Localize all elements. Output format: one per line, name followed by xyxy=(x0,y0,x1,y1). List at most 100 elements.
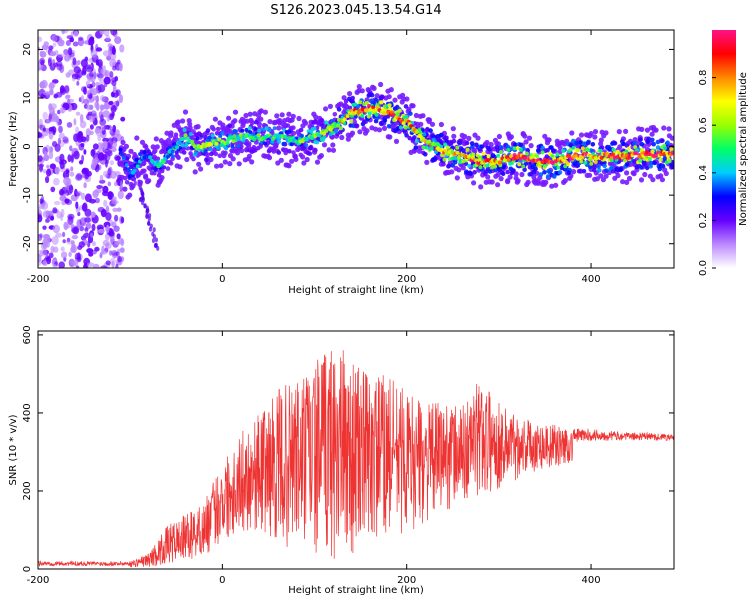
ridge-cell xyxy=(569,130,575,136)
noise-blob xyxy=(45,176,50,184)
noise-blob xyxy=(42,91,51,96)
ridge-cell xyxy=(521,164,526,169)
noise-blob xyxy=(59,195,67,202)
ridge-cell xyxy=(248,130,253,135)
ridge-cell xyxy=(620,179,626,185)
ridge-cell xyxy=(303,120,309,126)
ridge-cell xyxy=(544,154,550,159)
ridge-cell xyxy=(214,131,220,136)
spectrogram-y-ticks: 20 10 0 -10 -20 xyxy=(22,43,674,252)
noise-blob xyxy=(90,49,98,58)
noise-blob xyxy=(56,54,63,62)
ridge-cell xyxy=(592,129,599,135)
ridge-cell xyxy=(276,125,282,131)
noise-blob xyxy=(119,62,123,72)
ridge-cell xyxy=(635,140,641,146)
ridge-cell xyxy=(524,151,529,156)
noise-blob xyxy=(67,213,75,220)
ridge-cell xyxy=(238,119,243,124)
branch-blob xyxy=(147,216,151,222)
noise-blob xyxy=(111,80,117,87)
ridge-cell xyxy=(578,140,584,145)
noise-blob xyxy=(102,110,110,118)
snr-y-label: SNR (10 * v/v) xyxy=(8,414,19,485)
ridge-cell xyxy=(452,160,458,165)
ridge-cell xyxy=(475,135,481,141)
ridge-cell xyxy=(332,112,338,117)
x-tick-label: 400 xyxy=(581,575,600,586)
branch-blob xyxy=(154,237,158,243)
noise-blob xyxy=(111,47,116,55)
noise-blob xyxy=(52,129,56,136)
colorbar-tick-label: 0.8 xyxy=(698,70,709,86)
ridge-cell xyxy=(171,154,175,159)
noise-blob xyxy=(48,150,54,160)
noise-blob xyxy=(73,118,77,126)
noise-blob xyxy=(76,81,80,86)
ridge-cell xyxy=(177,140,182,145)
ridge-cell xyxy=(205,128,211,133)
ridge-cell xyxy=(550,161,555,165)
noise-blob xyxy=(38,46,41,52)
ridge-cell xyxy=(545,147,550,153)
noise-blob xyxy=(112,65,117,71)
ridge-cell xyxy=(329,119,334,123)
y-tick-label: 10 xyxy=(22,92,33,105)
ridge-cell xyxy=(198,166,204,172)
noise-blob xyxy=(109,71,114,78)
ridge-cell xyxy=(543,179,549,185)
ridge-cell xyxy=(535,154,540,159)
ridge-cell xyxy=(484,139,490,146)
noise-blob xyxy=(73,150,80,160)
noise-blob xyxy=(38,132,43,138)
noise-blob xyxy=(115,263,119,268)
ridge-cell xyxy=(632,140,637,146)
ridge-cell xyxy=(576,148,580,153)
noise-blob xyxy=(119,44,125,53)
ridge-cell xyxy=(141,160,147,166)
noise-blob xyxy=(46,119,50,124)
ridge-cell xyxy=(380,94,385,100)
noise-blob xyxy=(64,95,70,100)
noise-blob xyxy=(73,30,79,37)
noise-blob xyxy=(78,36,84,41)
noise-blob xyxy=(99,118,107,127)
ridge-cell xyxy=(469,141,475,146)
ridge-cell xyxy=(445,145,450,150)
noise-blob xyxy=(106,205,109,213)
ridge-cell xyxy=(199,133,204,138)
ridge-cell xyxy=(427,139,432,144)
x-tick-label: 0 xyxy=(219,274,225,285)
ridge-cell xyxy=(616,129,622,135)
noise-blob xyxy=(44,151,48,158)
ridge-cell xyxy=(182,128,187,132)
ridge-cell xyxy=(312,126,317,131)
ridge-cell xyxy=(243,112,249,119)
noise-blob xyxy=(104,37,111,43)
ridge-cell xyxy=(592,134,598,140)
ridge-cell xyxy=(450,126,456,132)
noise-blob xyxy=(101,142,107,151)
noise-blob xyxy=(69,145,73,152)
ridge-cell xyxy=(413,112,419,119)
noise-blob xyxy=(100,95,105,102)
ridge-cell xyxy=(557,170,563,175)
ridge-cell xyxy=(639,141,645,147)
ridge-cell xyxy=(358,100,363,105)
noise-blob xyxy=(52,62,59,68)
ridge-cell xyxy=(226,115,232,121)
noise-blob xyxy=(70,258,75,265)
ridge-cell xyxy=(196,161,202,167)
noise-blob xyxy=(105,260,111,266)
noise-blob xyxy=(117,190,124,199)
noise-blob xyxy=(49,88,54,96)
noise-blob xyxy=(76,172,83,180)
ridge-cell xyxy=(183,133,188,138)
ridge-cell xyxy=(304,143,309,148)
colorbar-tick-label: 0.2 xyxy=(698,212,709,228)
ridge-cell xyxy=(205,152,210,157)
ridge-cell xyxy=(182,109,189,115)
noise-blob xyxy=(49,103,57,110)
spectrogram-marks xyxy=(38,30,674,268)
ridge-cell xyxy=(118,147,123,152)
